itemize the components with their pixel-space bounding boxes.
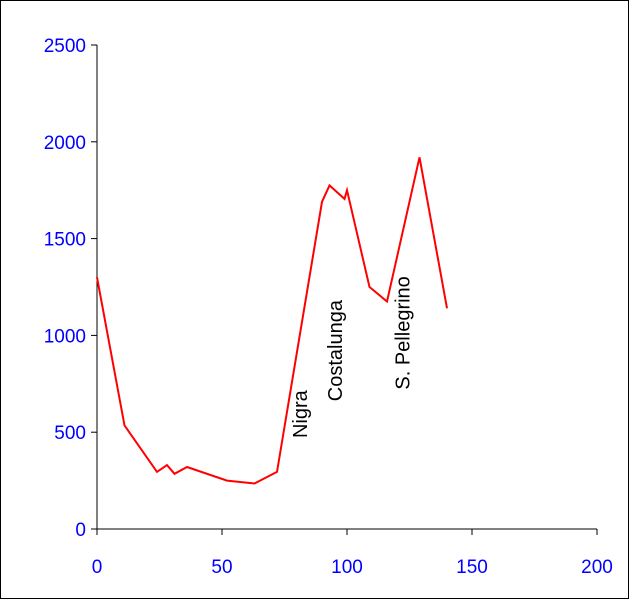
annotation-label: S. Pellegrino xyxy=(393,276,415,389)
y-tick-label: 1500 xyxy=(44,230,86,251)
x-tick-label: 0 xyxy=(92,557,103,578)
axes: 0 500 1000 1500 2000 2500 0 50 100 150 200 xyxy=(44,36,613,578)
annotation-label: Costalunga xyxy=(325,299,347,401)
series-line-elevation xyxy=(96,157,448,485)
y-tick-label: 500 xyxy=(54,423,86,444)
annotation-label: Nigra xyxy=(290,389,312,438)
x-tick-label: 200 xyxy=(581,557,613,578)
y-tick-label: 2000 xyxy=(44,133,86,154)
annotations-layer: Nigra Costalunga S. Pellegrino xyxy=(290,276,415,438)
series-layer xyxy=(96,157,448,485)
y-tick-label: 1000 xyxy=(44,326,86,347)
x-tick-label: 100 xyxy=(331,557,363,578)
y-tick-label: 2500 xyxy=(44,36,86,57)
y-tick-label: 0 xyxy=(75,520,86,541)
x-tick-label: 50 xyxy=(211,557,232,578)
x-tick-label: 150 xyxy=(456,557,488,578)
